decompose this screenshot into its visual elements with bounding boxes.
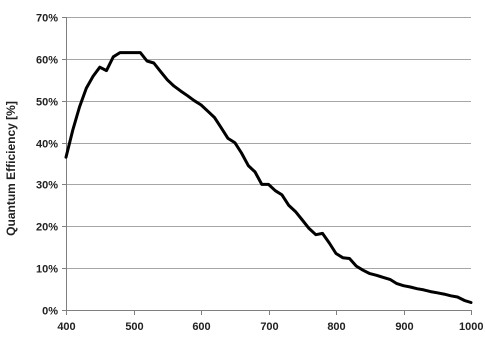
y-tick-label: 30% [36,180,58,192]
y-tick-labels: 0% 10% 20% 30% 40% 50% 60% 70% [36,13,58,318]
y-tick-label: 0% [42,306,58,318]
series-layer [64,51,473,304]
x-tick-label: 1000 [459,321,483,333]
y-tick-label: 70% [36,13,58,25]
y-tick-label: 20% [36,222,58,234]
x-tick-label: 500 [125,321,143,333]
x-tick-labels: 400 500 600 700 800 900 1000 [57,321,483,333]
x-tick-label: 400 [57,321,75,333]
axes [62,17,472,315]
series-line-0 [64,51,473,304]
x-tick-label: 900 [395,321,413,333]
y-tick-label: 50% [36,97,58,109]
y-tick-label: 10% [36,264,58,276]
x-tick-label: 800 [327,321,345,333]
y-axis-title: Quantum Efficiency [%] [4,101,18,236]
x-tick-label: 600 [192,321,210,333]
gridlines [66,17,471,269]
x-tick-label: 700 [260,321,278,333]
y-tick-label: 60% [36,55,58,67]
y-tick-label: 40% [36,139,58,151]
